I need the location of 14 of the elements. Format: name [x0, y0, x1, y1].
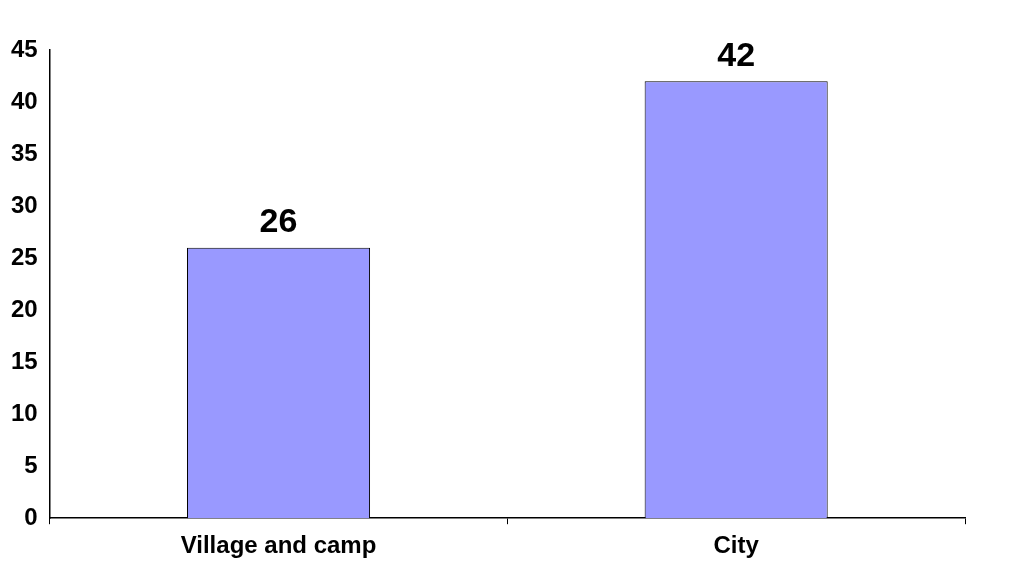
- y-tick-label: 30: [10, 190, 38, 218]
- y-tick-label: 10: [10, 398, 38, 426]
- y-tick-label: 45: [10, 34, 38, 62]
- y-tick-label: 20: [10, 294, 38, 322]
- y-tick-label: 35: [10, 138, 38, 166]
- data-label: 42: [717, 34, 756, 73]
- y-tick-label: 25: [10, 242, 38, 270]
- x-tick-label: City: [713, 531, 760, 559]
- data-label: 26: [259, 201, 298, 240]
- x-tick-label: Village and camp: [180, 531, 377, 559]
- y-tick-label: 5: [24, 450, 38, 478]
- y-tick-label: 0: [24, 502, 38, 530]
- y-tick-label: 15: [10, 346, 38, 374]
- y-tick-label: 40: [10, 86, 38, 114]
